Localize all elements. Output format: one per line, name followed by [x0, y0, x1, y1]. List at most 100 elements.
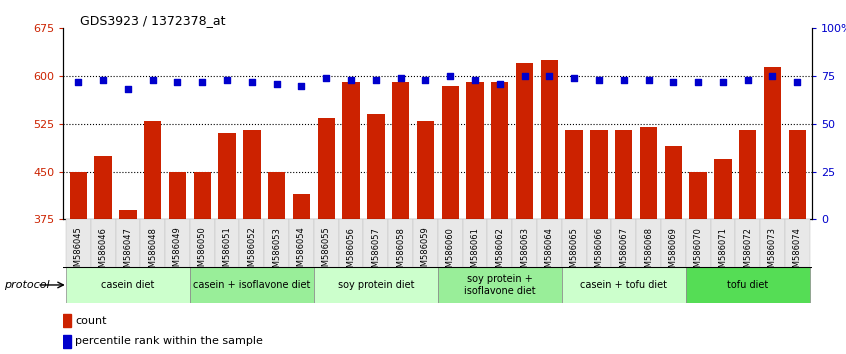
Bar [215, 219, 239, 267]
Text: GSM586071: GSM586071 [718, 227, 728, 278]
Text: GSM586074: GSM586074 [793, 227, 802, 278]
Bar [314, 267, 437, 303]
Text: GSM586045: GSM586045 [74, 227, 83, 278]
Bar [689, 172, 706, 354]
Bar [463, 219, 487, 267]
Text: GDS3923 / 1372378_at: GDS3923 / 1372378_at [80, 14, 226, 27]
Text: percentile rank within the sample: percentile rank within the sample [75, 336, 263, 346]
Bar [512, 219, 537, 267]
Point [568, 75, 581, 81]
Text: GSM586068: GSM586068 [644, 227, 653, 278]
Bar [442, 86, 459, 354]
Bar [764, 67, 781, 354]
Text: GSM586050: GSM586050 [198, 227, 206, 278]
Point [369, 77, 382, 83]
Point [766, 73, 779, 79]
Text: GSM586069: GSM586069 [669, 227, 678, 278]
Point [220, 77, 233, 83]
Text: GSM586053: GSM586053 [272, 227, 281, 278]
Point [294, 83, 308, 88]
Bar [541, 60, 558, 354]
Bar [140, 219, 165, 267]
Bar [343, 82, 360, 354]
Bar [537, 219, 562, 267]
Bar [466, 82, 484, 354]
Bar [367, 114, 384, 354]
Text: GSM586066: GSM586066 [595, 227, 603, 278]
Bar [760, 219, 785, 267]
Bar [66, 219, 91, 267]
Text: GSM586064: GSM586064 [545, 227, 554, 278]
Point [344, 77, 358, 83]
Bar [317, 118, 335, 354]
Bar [788, 130, 806, 354]
Bar [91, 219, 116, 267]
Bar [615, 130, 633, 354]
Bar [69, 172, 87, 354]
Bar [714, 159, 732, 354]
Point [443, 73, 457, 79]
Bar [194, 172, 211, 354]
Point [592, 77, 606, 83]
Text: GSM586055: GSM586055 [321, 227, 331, 278]
Point [320, 75, 333, 81]
Bar [95, 156, 112, 354]
Bar [487, 219, 512, 267]
Text: casein + tofu diet: casein + tofu diet [580, 280, 667, 290]
Text: count: count [75, 316, 107, 326]
Bar [686, 219, 711, 267]
Bar [413, 219, 437, 267]
Bar [190, 219, 215, 267]
Text: GSM586058: GSM586058 [396, 227, 405, 278]
Bar [169, 172, 186, 354]
Bar [144, 121, 162, 354]
Point [642, 77, 656, 83]
Point [146, 77, 159, 83]
Bar [661, 219, 686, 267]
Text: GSM586051: GSM586051 [222, 227, 232, 278]
Bar [437, 267, 562, 303]
Bar [314, 219, 338, 267]
Bar [338, 219, 364, 267]
Point [121, 87, 135, 92]
Point [617, 77, 630, 83]
Text: soy protein +
isoflavone diet: soy protein + isoflavone diet [464, 274, 536, 296]
Text: GSM586061: GSM586061 [470, 227, 480, 278]
Text: GSM586059: GSM586059 [421, 227, 430, 278]
Bar [562, 267, 686, 303]
Text: GSM586062: GSM586062 [495, 227, 504, 278]
Point [667, 79, 680, 85]
Bar [243, 130, 261, 354]
Bar [565, 130, 583, 354]
Bar [739, 130, 756, 354]
Point [245, 79, 259, 85]
Bar [364, 219, 388, 267]
Text: GSM586063: GSM586063 [520, 227, 529, 278]
Bar [116, 219, 140, 267]
Bar [686, 267, 810, 303]
Text: tofu diet: tofu diet [727, 280, 768, 290]
Bar [119, 210, 136, 354]
Bar [785, 219, 810, 267]
Text: GSM586046: GSM586046 [99, 227, 107, 278]
Text: GSM586072: GSM586072 [743, 227, 752, 278]
Bar [492, 82, 508, 354]
Point [493, 81, 507, 87]
Text: casein + isoflavone diet: casein + isoflavone diet [193, 280, 310, 290]
Text: GSM586047: GSM586047 [124, 227, 133, 278]
Text: GSM586052: GSM586052 [247, 227, 256, 278]
Bar [591, 130, 607, 354]
Bar [636, 219, 661, 267]
Text: GSM586054: GSM586054 [297, 227, 306, 278]
Bar [586, 219, 612, 267]
Text: GSM586065: GSM586065 [569, 227, 579, 278]
Text: GSM586049: GSM586049 [173, 227, 182, 278]
Bar [437, 219, 463, 267]
Text: casein diet: casein diet [102, 280, 155, 290]
Bar [516, 63, 533, 354]
Bar [165, 219, 190, 267]
Point [419, 77, 432, 83]
Bar [665, 146, 682, 354]
Point [790, 79, 804, 85]
Bar [735, 219, 760, 267]
